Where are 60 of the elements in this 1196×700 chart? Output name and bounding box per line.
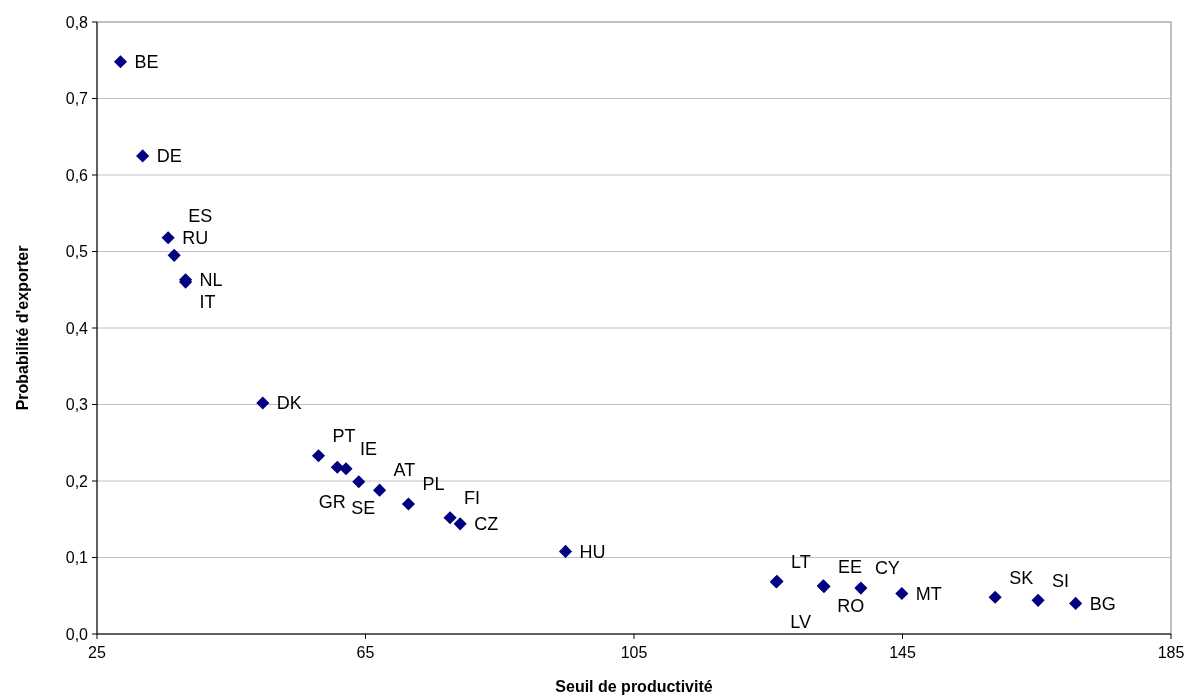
point (136, 149, 150, 163)
y-tick-label: 0,0 (65, 625, 89, 643)
annotation: SK (1009, 567, 1034, 588)
annotation: SE (351, 497, 376, 518)
point (988, 590, 1002, 604)
annotation: GR (318, 492, 346, 513)
point (1031, 593, 1045, 607)
annotation: IE (360, 439, 378, 460)
x-tick-label: 25 (88, 644, 106, 661)
annotation: DK (276, 393, 302, 414)
y-tick-label: 0,6 (65, 166, 89, 184)
annotation: LT (790, 551, 811, 572)
annotation: SI (1052, 570, 1070, 591)
y-tick-label: 0,4 (65, 319, 89, 337)
y-tick-label: 0,8 (65, 13, 89, 31)
point (161, 231, 175, 245)
annotation: CY (874, 558, 900, 579)
x-tick-label: 145 (889, 644, 916, 661)
point (311, 449, 326, 463)
point (854, 581, 868, 595)
annotation: NL (199, 270, 223, 291)
point (401, 497, 416, 511)
y-tick-label: 0,1 (65, 549, 89, 567)
point (330, 460, 344, 474)
x-tick-label: 185 (1157, 644, 1185, 661)
y-axis-title: Probabilité d'exporter (14, 245, 31, 411)
annotation: EE (837, 556, 862, 577)
point (352, 475, 366, 489)
y-tick-label: 0,3 (65, 396, 89, 414)
annotation: BG (1089, 593, 1116, 614)
annotation: IT (199, 292, 216, 313)
y-tick-label: 0,7 (65, 90, 89, 108)
annotation: RU (182, 228, 209, 249)
y-tick-label: 0,5 (65, 243, 89, 261)
annotation: BE (134, 52, 159, 73)
annotation: PL (422, 474, 445, 495)
annotation: HU (579, 541, 606, 562)
annotation: AT (393, 460, 416, 481)
y-tick-label: 0,2 (65, 472, 89, 490)
point (167, 248, 181, 262)
annotation: FI (464, 488, 481, 509)
x-tick-label: 65 (356, 644, 375, 661)
point (895, 586, 909, 601)
point (113, 55, 128, 69)
annotation: LV (790, 612, 811, 633)
annotation: RO (837, 596, 865, 617)
annotation: DE (156, 146, 182, 167)
point (339, 462, 353, 476)
point (453, 517, 467, 531)
annotation: PT (332, 426, 356, 447)
annotation: ES (188, 205, 213, 226)
x-axis-title: Seuil de productivité (555, 678, 713, 695)
point (443, 511, 457, 525)
x-tick-label: 105 (620, 644, 648, 661)
point (256, 396, 270, 410)
point (558, 544, 573, 558)
annotation: CZ (474, 514, 499, 535)
annotation: MT (915, 583, 942, 604)
point (1069, 596, 1083, 610)
point (373, 483, 387, 497)
